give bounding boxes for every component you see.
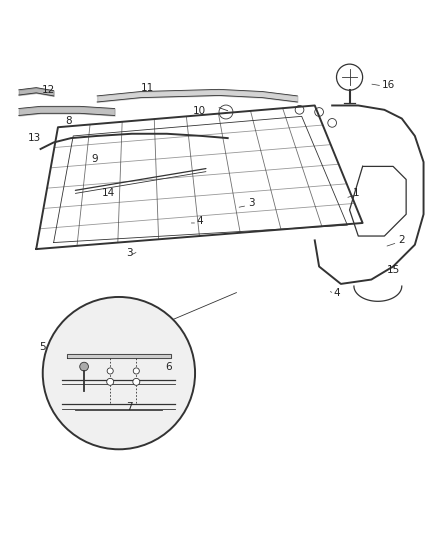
Text: 13: 13 [28,133,41,143]
Circle shape [43,297,195,449]
Text: 4: 4 [196,216,203,226]
Text: 1: 1 [353,188,360,198]
Text: 6: 6 [166,362,172,373]
Circle shape [133,368,139,374]
Text: 4: 4 [333,288,340,297]
Text: 15: 15 [386,264,400,274]
Text: 11: 11 [141,83,154,93]
Circle shape [107,368,113,374]
Circle shape [133,378,140,385]
Text: 5: 5 [39,342,46,352]
Text: 3: 3 [248,198,255,208]
Text: 10: 10 [193,106,206,116]
Text: 12: 12 [42,85,55,95]
Text: 2: 2 [399,236,405,245]
Text: 8: 8 [66,116,72,126]
Text: 16: 16 [382,79,396,90]
Text: 3: 3 [127,248,133,259]
Circle shape [107,378,114,385]
Text: 9: 9 [92,154,98,164]
Text: 7: 7 [127,402,133,411]
Text: 14: 14 [101,188,115,198]
Circle shape [80,362,88,371]
Polygon shape [67,353,171,358]
